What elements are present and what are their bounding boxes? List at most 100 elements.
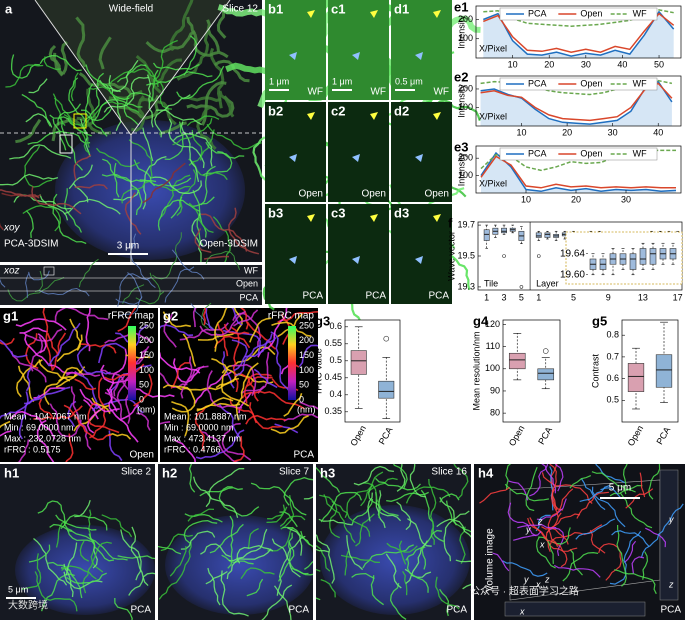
slice-label: Slice 7 — [279, 467, 309, 478]
filament — [10, 350, 47, 383]
filament — [206, 370, 243, 409]
filament — [101, 174, 143, 216]
x-tick-label: 20 — [544, 59, 554, 69]
filament — [246, 578, 264, 597]
filament — [202, 150, 233, 176]
crop-image — [265, 204, 326, 304]
roi-box — [43, 266, 55, 276]
filament — [66, 572, 107, 584]
filament — [233, 436, 245, 462]
filament — [135, 291, 165, 305]
filament — [368, 484, 399, 517]
box — [483, 229, 490, 241]
filament — [625, 488, 654, 509]
filament — [156, 109, 202, 126]
filament — [57, 103, 82, 125]
x-tick-label: 30 — [581, 59, 591, 69]
filament — [180, 356, 193, 399]
filament — [398, 540, 407, 565]
filament — [0, 189, 40, 199]
method-label: PCA — [302, 291, 323, 302]
y-tick-label: 0.6 — [606, 373, 619, 383]
colorbar-tick: 100 — [139, 365, 154, 375]
filament — [240, 308, 249, 330]
filament — [28, 78, 48, 94]
method-label: WF — [433, 87, 449, 98]
axis-letter: z — [668, 579, 674, 589]
filament — [117, 308, 137, 332]
filament — [17, 365, 35, 403]
legend-box — [499, 77, 658, 91]
arrowhead — [352, 154, 360, 162]
filament — [505, 464, 512, 490]
filament — [631, 556, 645, 574]
filament — [188, 158, 228, 181]
filament — [116, 375, 130, 403]
plot-frame — [475, 5, 682, 59]
crop-image — [328, 0, 389, 100]
filament — [0, 173, 59, 186]
method-label: PCA — [288, 605, 309, 616]
filament — [87, 401, 120, 434]
y-axis-label: Wave vector — [446, 231, 456, 281]
group-label: Layer — [536, 278, 559, 288]
filament — [37, 333, 47, 354]
filament — [386, 491, 429, 502]
row-label: Open — [236, 278, 258, 288]
watermark: 大数跨境 — [8, 599, 48, 612]
slice-label: Slice 16 — [431, 467, 467, 478]
y-tick-label: 0.7 — [606, 351, 619, 361]
filament — [283, 476, 313, 506]
stat-line: Mean : 101.8887 nm — [164, 411, 247, 421]
filament — [331, 500, 371, 537]
filament — [79, 388, 120, 413]
filament — [98, 342, 126, 364]
legend-label: PCA — [528, 148, 547, 158]
filament — [228, 207, 260, 255]
filament — [98, 36, 112, 70]
method-label: Open-3DSIM — [200, 239, 258, 250]
stat-line: Min : 69.0000 nm — [164, 422, 234, 432]
filament — [221, 422, 252, 461]
y-axis-label: Intensity — [456, 152, 466, 186]
x-tick-label: 9 — [606, 292, 611, 302]
filament — [205, 570, 228, 585]
y-axis-label: rFRC value — [313, 348, 323, 394]
filament — [240, 567, 275, 580]
group-label: Tile — [484, 278, 498, 288]
filament — [85, 64, 130, 101]
filament — [609, 484, 643, 497]
filament — [49, 523, 96, 546]
box — [508, 352, 526, 370]
panel-label: d3 — [394, 205, 409, 220]
filament — [205, 250, 241, 270]
stat-line: Max : 232.0728 nm — [4, 433, 81, 443]
filament — [226, 548, 272, 580]
colorbar-tick: 250 — [299, 320, 314, 330]
filament — [153, 39, 178, 85]
stat-line: Max : 473.4137 nm — [164, 433, 241, 443]
filament — [21, 553, 42, 591]
filament — [74, 378, 97, 391]
filament — [227, 515, 234, 569]
y-tick-label: 80 — [490, 408, 500, 418]
filament — [320, 491, 363, 523]
y-axis-label: Intensity — [456, 84, 466, 118]
filament — [17, 439, 30, 462]
filament — [52, 332, 67, 371]
filament — [230, 326, 240, 393]
filament — [300, 530, 313, 570]
filament — [96, 147, 140, 168]
filament — [549, 464, 558, 511]
series-line — [483, 10, 675, 57]
stat-line: rFRC : 0.5175 — [4, 444, 61, 454]
filament — [5, 64, 44, 88]
filament — [507, 502, 537, 537]
x-tick-label: Open — [507, 424, 527, 448]
filament — [19, 327, 48, 334]
filament — [49, 403, 82, 438]
filament — [59, 117, 84, 171]
colorbar-tick: 100 — [299, 365, 314, 375]
inset-tick-label: 19.64 — [560, 248, 585, 259]
filament — [435, 576, 460, 610]
